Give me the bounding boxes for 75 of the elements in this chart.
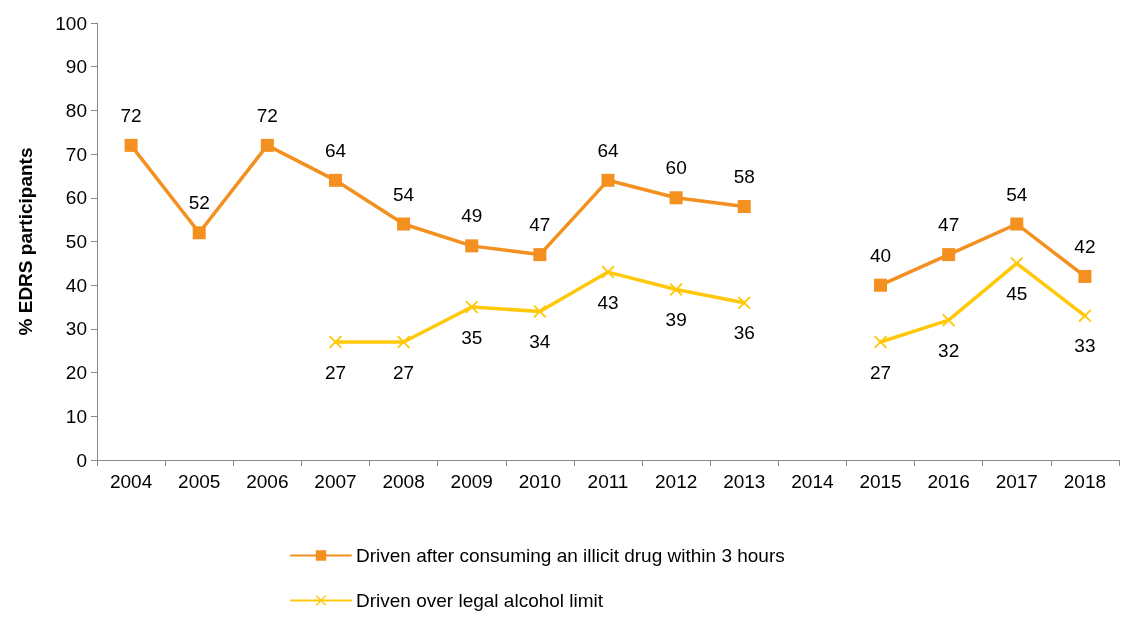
x-tick-label: 2009 [450, 471, 493, 492]
point [465, 239, 479, 253]
point [1010, 217, 1024, 231]
data-label: 34 [529, 330, 551, 352]
point [1078, 309, 1092, 323]
data-label: 58 [733, 166, 755, 188]
point [397, 217, 411, 231]
y-tick-label: 0 [76, 449, 87, 471]
data-label: 33 [1074, 335, 1096, 357]
data-label: 54 [1006, 183, 1028, 205]
data-label: 45 [1006, 282, 1028, 304]
data-label: 52 [188, 192, 210, 214]
point [260, 138, 274, 152]
data-label: 27 [393, 361, 415, 383]
data-label: 49 [461, 205, 483, 227]
x-tick-label: 2011 [587, 471, 629, 492]
point [1078, 269, 1092, 283]
legend-label: Driven over legal alcohol limit [356, 590, 604, 611]
point [737, 296, 751, 310]
data-label: 39 [665, 309, 687, 331]
data-label: 72 [256, 104, 278, 126]
data-label: 47 [529, 214, 551, 236]
data-label: 60 [665, 157, 687, 179]
x-tick-label: 2010 [518, 471, 562, 492]
data-label: 54 [393, 183, 415, 205]
data-label: 40 [869, 244, 892, 266]
point [192, 226, 206, 240]
x-tick-label: 2004 [109, 471, 153, 492]
y-tick-label: 100 [55, 12, 87, 34]
data-label: 36 [733, 322, 755, 344]
point [942, 248, 956, 262]
point [737, 200, 751, 214]
data-label: 35 [461, 326, 483, 348]
x-tick-label: 2007 [314, 471, 357, 492]
x-tick-label: 2016 [927, 471, 970, 492]
point [1010, 256, 1024, 270]
x-tick-label: 2013 [723, 471, 766, 492]
x-tick-label: 2005 [178, 471, 221, 492]
y-tick-label: 10 [65, 405, 87, 427]
y-tick-label: 70 [65, 143, 87, 165]
data-label: 42 [1074, 235, 1096, 257]
y-tick-label: 50 [65, 231, 87, 252]
data-label: 72 [120, 104, 142, 126]
legend-label: Driven after consuming an illicit drug within 3 hours [356, 545, 785, 566]
x-tick-label: 2018 [1063, 471, 1107, 492]
x-tick-label: 2017 [995, 471, 1038, 492]
x-tick-label: 2014 [791, 471, 834, 492]
y-tick-label: 40 [65, 274, 87, 296]
point [124, 138, 138, 152]
y-tick-label: 20 [65, 362, 87, 384]
data-label: 47 [938, 214, 960, 236]
data-label: 43 [597, 291, 619, 313]
x-tick-label: 2006 [246, 471, 289, 492]
y-axis-title: % EDRS participants [15, 147, 36, 336]
data-label: 32 [938, 339, 960, 361]
point [328, 173, 342, 187]
point [533, 248, 547, 262]
y-tick-label: 60 [65, 187, 87, 209]
y-tick-label: 30 [65, 318, 87, 340]
y-tick-label: 80 [65, 99, 87, 121]
data-label: 64 [597, 139, 619, 161]
y-tick-label: 90 [65, 56, 87, 78]
point [942, 313, 956, 327]
x-tick-label: 2008 [382, 471, 425, 492]
data-label: 64 [324, 139, 347, 161]
point [533, 304, 547, 318]
x-tick-label: 2012 [654, 471, 698, 492]
point [601, 173, 615, 187]
point [465, 300, 479, 314]
point [669, 191, 683, 205]
x-tick-label: 2015 [859, 471, 902, 492]
data-label: 27 [869, 361, 892, 383]
point [874, 278, 888, 292]
data-label: 27 [324, 361, 347, 383]
point [601, 265, 615, 279]
